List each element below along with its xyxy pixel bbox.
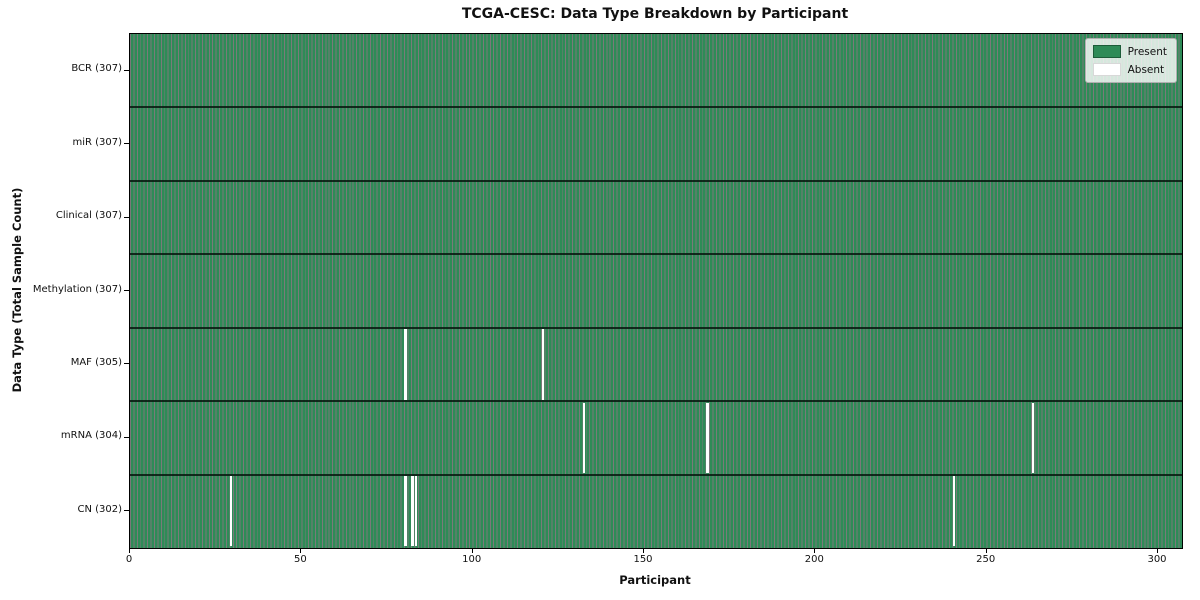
- y-tick-label-BCR: BCR (307): [71, 63, 122, 75]
- x-tick-mark: [985, 548, 987, 553]
- row-separator: [130, 473, 1182, 476]
- y-tick-label-mRNA: mRNA (304): [60, 430, 122, 442]
- legend-item-present: Present: [1092, 45, 1167, 58]
- y-tick-mark: [124, 436, 129, 438]
- x-tick-label-250: 250: [976, 554, 996, 565]
- x-tick-label-300: 300: [1147, 554, 1167, 565]
- heatmap-row-miR: [130, 107, 1182, 181]
- absent-cell-mRNA-263: [1031, 402, 1035, 473]
- x-tick-label-0: 0: [125, 554, 133, 565]
- y-tick-mark: [124, 69, 129, 71]
- heatmap-row-MAF: [130, 327, 1182, 402]
- heatmap-row-Methylation: [130, 254, 1182, 328]
- legend-item-absent: Absent: [1092, 63, 1167, 76]
- y-tick-label-Methylation: Methylation (307): [32, 283, 122, 295]
- legend-label-present: Present: [1127, 45, 1167, 58]
- absent-cell-CN-82: [411, 476, 415, 547]
- heatmap-row-CN: [130, 474, 1182, 548]
- row-separator: [130, 179, 1182, 182]
- y-tick-label-Clinical: Clinical (307): [55, 210, 122, 222]
- chart-title: TCGA-CESC: Data Type Breakdown by Partic…: [461, 6, 849, 22]
- absent-cell-MAF-80: [404, 329, 408, 400]
- present-swatch: [1092, 45, 1121, 58]
- absent-cell-CN-83: [414, 476, 418, 547]
- absent-swatch: [1092, 63, 1121, 76]
- absent-cell-CN-29: [229, 476, 233, 547]
- absent-cell-MAF-120: [541, 329, 545, 400]
- legend-label-absent: Absent: [1127, 63, 1165, 76]
- heatmap-row-mRNA: [130, 401, 1182, 475]
- x-tick-mark: [643, 548, 644, 553]
- y-tick-mark: [124, 143, 129, 145]
- row-separator: [130, 253, 1182, 256]
- y-tick-mark: [124, 290, 129, 291]
- absent-cell-mRNA-168: [706, 402, 709, 473]
- x-tick-label-50: 50: [293, 554, 307, 565]
- y-tick-label-miR: miR (307): [72, 136, 122, 148]
- absent-cell-CN-80: [404, 476, 408, 547]
- x-axis-title: Participant: [619, 573, 691, 587]
- x-tick-mark: [300, 548, 302, 553]
- x-tick-mark: [1157, 548, 1158, 553]
- y-tick-mark: [124, 510, 129, 512]
- row-separator: [130, 106, 1182, 109]
- y-tick-mark: [124, 363, 129, 365]
- x-tick-mark: [471, 548, 473, 553]
- x-tick-label-100: 100: [462, 554, 482, 565]
- x-tick-label-200: 200: [804, 554, 824, 565]
- row-separator: [130, 326, 1182, 329]
- plot-area: Present Absent: [129, 33, 1183, 549]
- heatmap-row-BCR: [130, 34, 1182, 108]
- x-tick-mark: [129, 548, 130, 553]
- legend: Present Absent: [1084, 38, 1177, 83]
- x-tick-mark: [814, 548, 816, 553]
- y-tick-mark: [124, 216, 129, 218]
- x-tick-label-150: 150: [633, 554, 653, 565]
- y-tick-label-CN: CN (302): [77, 503, 122, 515]
- heatmap-row-Clinical: [130, 180, 1182, 255]
- absent-cell-CN-240: [952, 476, 956, 547]
- absent-cell-mRNA-132: [582, 402, 586, 473]
- y-tick-label-MAF: MAF (305): [70, 356, 122, 368]
- row-separator: [130, 400, 1182, 403]
